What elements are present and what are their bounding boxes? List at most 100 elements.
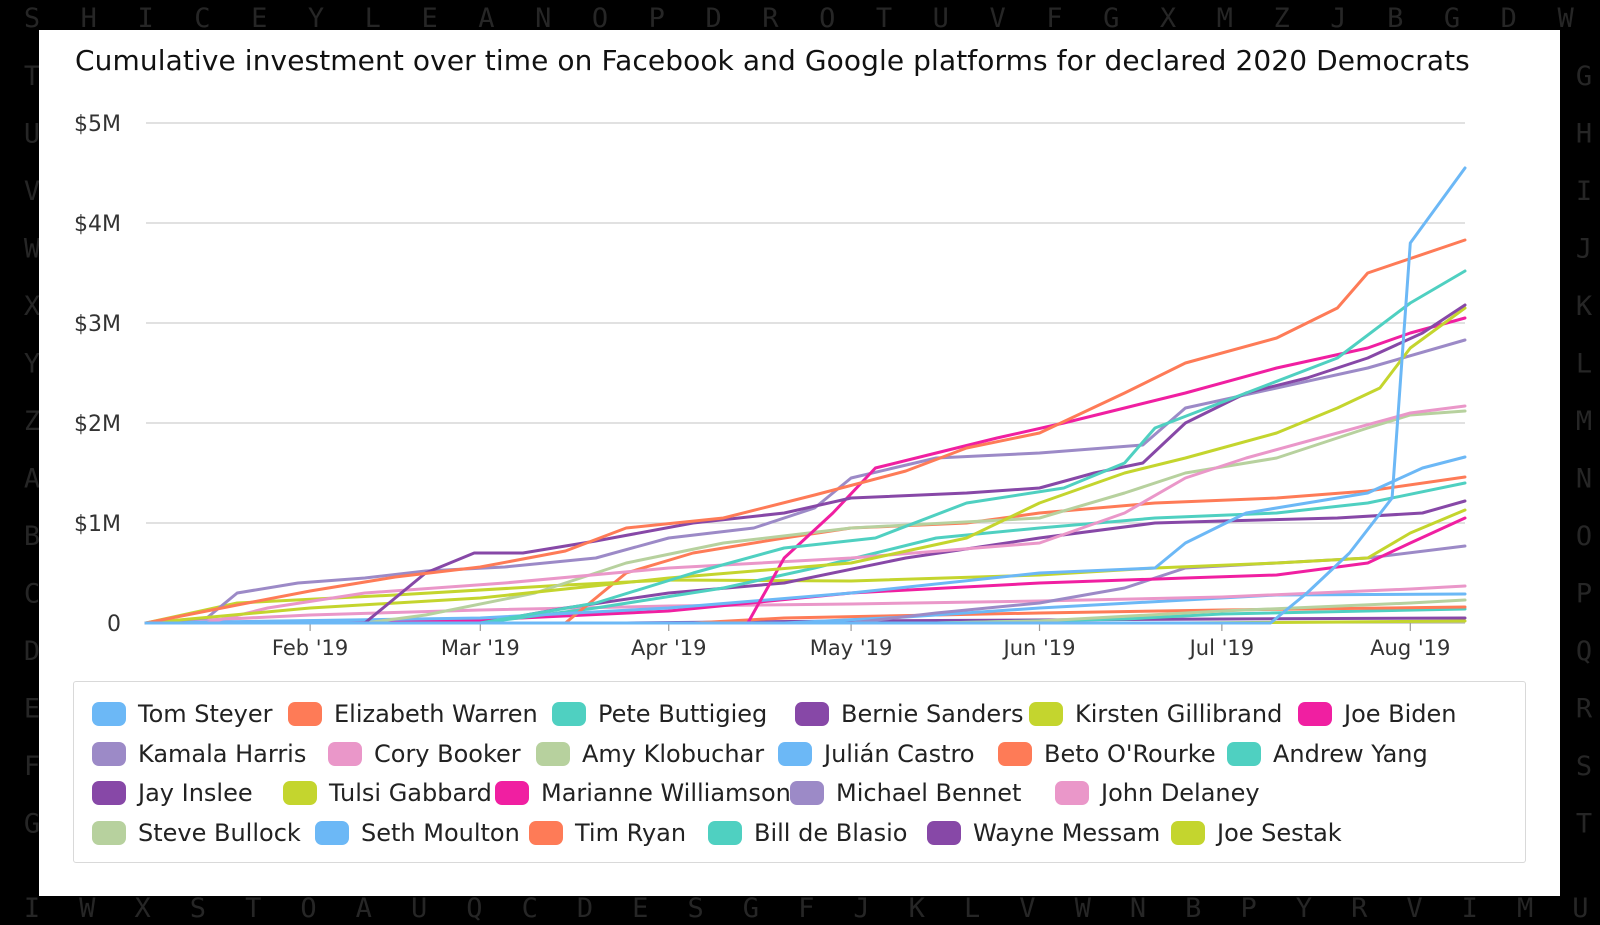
bg-letter-top: P: [649, 3, 665, 34]
legend-item[interactable]: Cory Booker: [328, 739, 521, 769]
legend-item[interactable]: Jay Inslee: [92, 778, 253, 808]
legend-item[interactable]: Tim Ryan: [529, 818, 686, 848]
legend-item[interactable]: Amy Klobuchar: [536, 739, 764, 769]
bg-letter-top: Z: [1273, 3, 1289, 34]
bg-letter-bottom: G: [743, 893, 759, 924]
legend-swatch: [708, 820, 742, 845]
bg-letter-top: W: [1557, 3, 1574, 34]
bg-letter-bottom: Q: [466, 893, 482, 924]
bg-letter-top: S: [24, 3, 40, 34]
bg-letter-top: D: [705, 3, 721, 34]
y-tick-label: $1M: [74, 512, 121, 537]
line-chart: 0 $1M $2M $3M $4M $5M Feb '19 Mar '19 Apr '19 May…: [74, 112, 1467, 660]
legend-item[interactable]: Tulsi Gabbard: [283, 778, 492, 808]
bg-letter-left: W: [24, 234, 41, 265]
bg-letter-bottom: Y: [1296, 893, 1312, 924]
chart-card: 0 $1M $2M $3M $4M $5M Feb '19 Mar '19 Apr '19 May…: [39, 30, 1560, 896]
bg-letter-left: T: [24, 61, 40, 92]
series-line: [144, 481, 1467, 625]
legend-item[interactable]: Bernie Sanders: [795, 699, 1023, 729]
bg-letter-top: B: [1387, 3, 1403, 34]
bg-letter-top: X: [1160, 3, 1176, 34]
legend-item[interactable]: Beto O'Rourke: [998, 739, 1216, 769]
bg-letter-top: O: [592, 3, 608, 34]
legend-label: Jay Inslee: [138, 779, 253, 807]
bg-letter-right: G: [1576, 61, 1592, 92]
legend-item[interactable]: Kamala Harris: [92, 739, 306, 769]
bg-letter-left: E: [24, 694, 40, 725]
bg-letter-bottom: N: [1130, 893, 1146, 924]
bg-letter-left: F: [24, 751, 40, 782]
bg-letter-bottom: R: [1351, 893, 1368, 924]
bg-letter-top: Y: [308, 3, 324, 34]
legend-label: Pete Buttigieg: [598, 700, 768, 728]
legend-item[interactable]: John Delaney: [1055, 778, 1260, 808]
bg-letter-right: R: [1576, 694, 1593, 725]
legend-swatch: [92, 702, 126, 726]
bg-letter-right: J: [1576, 234, 1592, 265]
legend-item[interactable]: Julián Castro: [778, 739, 975, 769]
bg-letter-bottom: M: [1517, 893, 1533, 924]
bg-letter-right: H: [1576, 119, 1592, 150]
bg-letter-right: O: [1576, 521, 1592, 552]
legend-label: Andrew Yang: [1273, 739, 1428, 768]
legend-item[interactable]: Joe Biden: [1298, 699, 1457, 729]
legend-item[interactable]: Tom Steyer: [92, 699, 273, 729]
legend-swatch: [1298, 702, 1332, 726]
y-tick-label: $3M: [74, 312, 121, 337]
series-line: [144, 338, 1467, 625]
bg-letter-bottom: B: [1185, 893, 1201, 924]
bg-letter-top: H: [81, 3, 97, 34]
bg-letter-top: F: [1046, 3, 1062, 34]
legend-label: Kamala Harris: [138, 739, 307, 768]
bg-letter-right: L: [1576, 349, 1592, 380]
bg-letter-bottom: D: [577, 893, 593, 924]
bg-letter-bottom: W: [79, 893, 96, 924]
x-tick-label: May '19: [810, 636, 893, 660]
legend-swatch: [283, 781, 317, 805]
bg-letter-bottom: P: [1240, 893, 1256, 924]
legend-item[interactable]: Andrew Yang: [1227, 739, 1428, 769]
legend-swatch: [92, 741, 126, 766]
bg-letter-top: A: [478, 3, 494, 34]
bg-letter-bottom: V: [1019, 893, 1035, 924]
legend-item[interactable]: Joe Sestak: [1171, 818, 1342, 848]
legend-item[interactable]: Michael Bennet: [790, 778, 1021, 808]
bg-letter-top: E: [421, 3, 437, 34]
bg-letter-top: L: [365, 3, 381, 34]
legend-label: Tulsi Gabbard: [329, 779, 492, 807]
legend-label: Wayne Messam: [973, 818, 1161, 847]
legend-item[interactable]: Seth Moulton: [315, 818, 520, 848]
legend-item[interactable]: Steve Bullock: [92, 818, 301, 848]
legend-label: Tim Ryan: [575, 818, 687, 847]
bg-letter-right: S: [1576, 751, 1592, 782]
legend-item[interactable]: Marianne Williamson: [495, 778, 791, 808]
bg-letter-bottom: V: [1406, 893, 1422, 924]
bg-letter-bottom: S: [190, 893, 206, 924]
series-line: [144, 166, 1467, 625]
legend-swatch: [927, 820, 961, 845]
series-line: [144, 584, 1467, 625]
bg-letter-bottom: U: [1572, 893, 1588, 924]
x-tick-label: Feb '19: [272, 636, 348, 660]
bg-letter-right: T: [1576, 809, 1592, 840]
x-tick-label: Jun '19: [1002, 636, 1076, 660]
legend-item[interactable]: Wayne Messam: [927, 818, 1160, 848]
chart-title: Cumulative investment over time on Faceb…: [75, 44, 1470, 77]
bg-letter-right: P: [1576, 579, 1592, 610]
x-tick-label: Apr '19: [631, 636, 707, 660]
y-tick-label: $4M: [74, 212, 121, 237]
bg-letter-top: E: [251, 3, 267, 34]
legend-label: Bill de Blasio: [754, 818, 908, 847]
bg-letter-left: U: [24, 119, 40, 150]
bg-letter-bottom: T: [245, 893, 261, 924]
legend-item[interactable]: Kirsten Gillibrand: [1029, 699, 1282, 729]
legend-swatch: [1055, 781, 1089, 805]
legend-swatch: [790, 781, 824, 805]
legend-item[interactable]: Elizabeth Warren: [288, 699, 538, 729]
series-line: [144, 409, 1467, 625]
legend-item[interactable]: Bill de Blasio: [708, 818, 907, 848]
legend-label: Joe Biden: [1344, 700, 1457, 728]
legend-item[interactable]: Pete Buttigieg: [552, 699, 767, 729]
legend-swatch: [795, 702, 829, 726]
